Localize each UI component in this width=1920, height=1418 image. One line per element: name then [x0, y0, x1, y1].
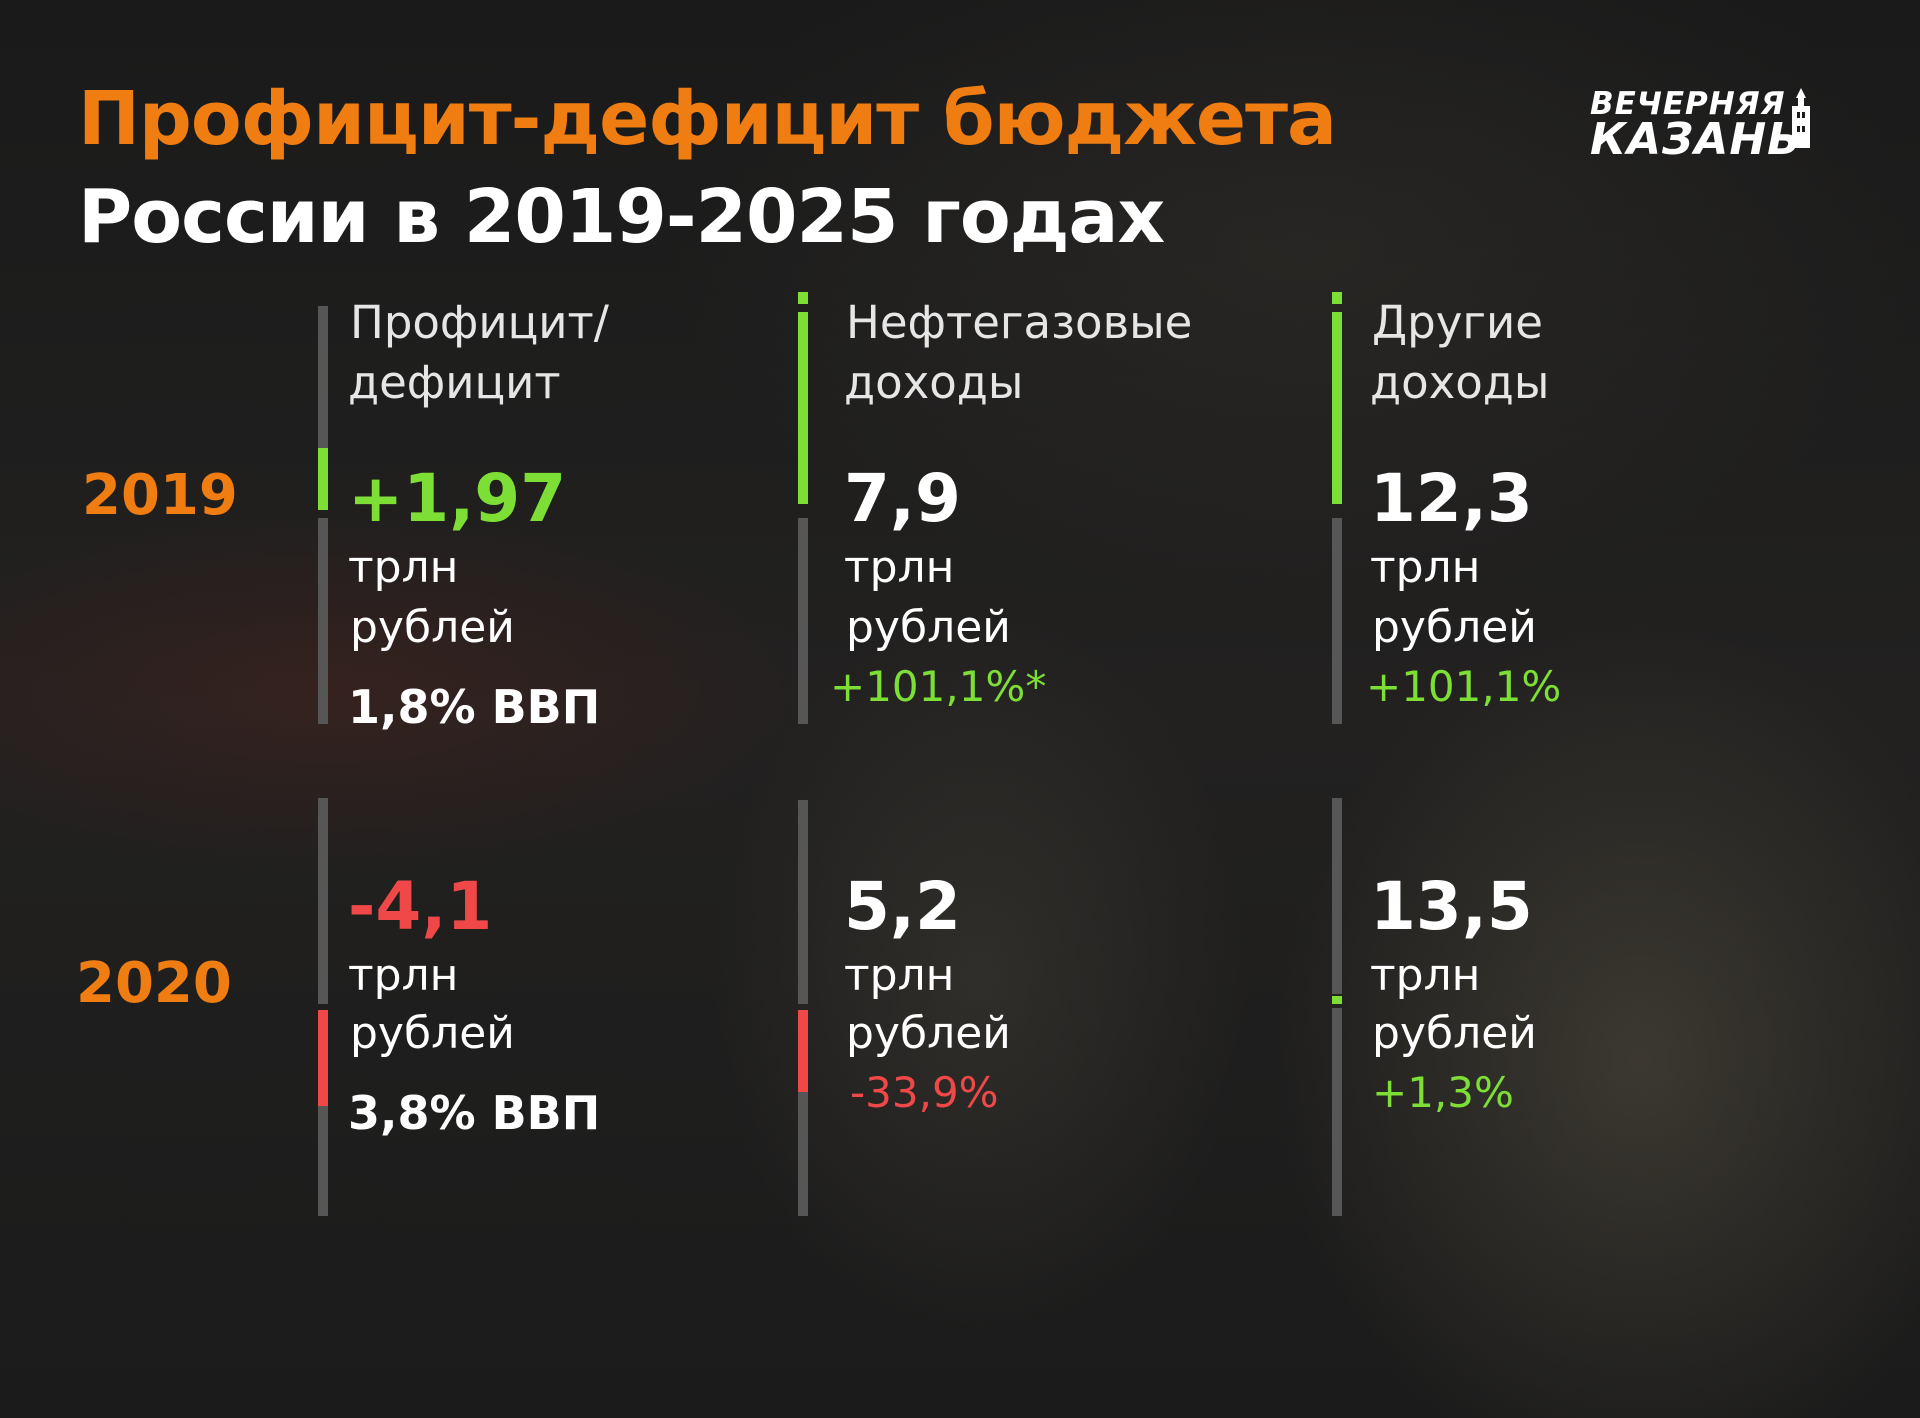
balance-2019-unit-line-2: рублей [350, 602, 515, 653]
oil-2019-bar [798, 292, 808, 724]
bar-segment-positive [1332, 312, 1342, 504]
oil-2020-bar [798, 800, 808, 1216]
tower-icon [1792, 88, 1810, 148]
column-header-balance-line-2: дефицит [348, 356, 561, 409]
bar-segment [318, 1106, 328, 1216]
year-label-2020: 2020 [76, 951, 232, 1016]
column-header-balance-line-1: Профицит/ [350, 296, 609, 349]
logo-line-2: КАЗАНЬ [1590, 114, 1802, 165]
vechernyaya-kazan-logo: ВЕЧЕРНЯЯ КАЗАНЬ [1590, 86, 1820, 166]
balance-2020-unit-line-2: рублей [350, 1008, 515, 1059]
title-line-1: Профицит-дефицит бюджета [78, 76, 1337, 162]
balance-2019-bar [318, 306, 328, 724]
other-2019-value: 12,3 [1370, 460, 1533, 537]
oil-2020-unit-line-1: трлн [844, 950, 955, 1001]
bar-segment [318, 306, 328, 448]
bar-segment [798, 800, 808, 1004]
bar-segment-positive [318, 448, 328, 510]
other-2020-bar [1332, 798, 1342, 1216]
logo-line-1: ВЕЧЕРНЯЯ [1590, 86, 1786, 122]
bar-segment-positive [798, 292, 808, 304]
bar-segment [1332, 518, 1342, 724]
other-2019-unit-line-2: рублей [1372, 602, 1537, 653]
balance-2020-bar [318, 798, 328, 1216]
title-line-2: России в 2019-2025 годах [78, 174, 1165, 260]
bar-segment [1332, 1008, 1342, 1216]
balance-2019-value: +1,97 [348, 460, 567, 537]
other-2020-unit-line-1: трлн [1370, 950, 1481, 1001]
other-2020-value: 13,5 [1370, 868, 1533, 945]
other-2019-unit-line-1: трлн [1370, 542, 1481, 593]
oil-2020-unit-line-2: рублей [846, 1008, 1011, 1059]
oil-2020-change: -33,9% [850, 1068, 999, 1117]
bar-segment [798, 1092, 808, 1216]
bar-segment-positive [1332, 996, 1342, 1004]
other-2019-change: +101,1% [1366, 662, 1562, 711]
oil-2020-value: 5,2 [844, 868, 961, 945]
column-header-oil-line-2: доходы [844, 356, 1024, 409]
bar-segment-negative [798, 1010, 808, 1092]
year-label-2019: 2019 [82, 463, 238, 528]
column-header-other-line-2: доходы [1370, 356, 1550, 409]
bar-segment-positive [1332, 292, 1342, 304]
column-header-other-line-1: Другие [1372, 296, 1543, 349]
oil-2019-unit-line-1: трлн [844, 542, 955, 593]
bar-segment-positive [798, 312, 808, 504]
balance-2019-gdp: 1,8% ВВП [348, 680, 601, 734]
oil-2019-unit-line-2: рублей [846, 602, 1011, 653]
other-2020-unit-line-2: рублей [1372, 1008, 1537, 1059]
balance-2019-unit-line-1: трлн [348, 542, 459, 593]
balance-2020-gdp: 3,8% ВВП [348, 1086, 601, 1140]
oil-2019-change: +101,1%* [830, 662, 1047, 711]
bar-segment [1332, 798, 1342, 994]
bar-segment [318, 798, 328, 1004]
other-2019-bar [1332, 292, 1342, 724]
bar-segment [318, 518, 328, 724]
bar-segment-negative [318, 1010, 328, 1106]
balance-2020-unit-line-1: трлн [348, 950, 459, 1001]
column-header-oil-line-1: Нефтегазовые [846, 296, 1193, 349]
oil-2019-value: 7,9 [844, 460, 961, 537]
balance-2020-value: -4,1 [348, 868, 493, 945]
bar-segment [798, 518, 808, 724]
other-2020-change: +1,3% [1372, 1068, 1514, 1117]
